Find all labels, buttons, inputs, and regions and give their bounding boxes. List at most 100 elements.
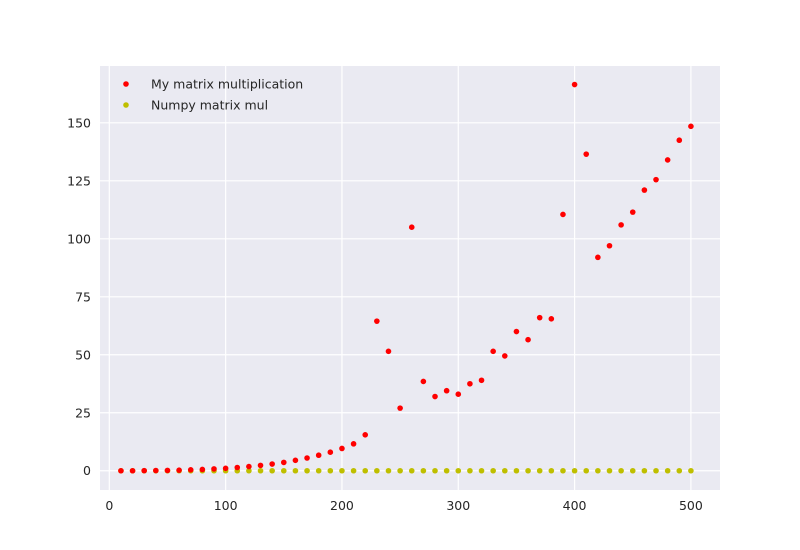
- x-tick-label: 200: [330, 498, 354, 513]
- data-point: [246, 467, 252, 474]
- data-point: [420, 467, 427, 474]
- data-point: [664, 157, 671, 163]
- data-point: [443, 387, 450, 394]
- data-point: [234, 464, 241, 471]
- y-tick-label: 0: [83, 463, 91, 478]
- data-point: [467, 467, 473, 474]
- x-tick-label: 300: [446, 498, 470, 513]
- data-point: [676, 467, 683, 474]
- legend-label: My matrix multiplication: [151, 77, 303, 92]
- data-point: [350, 467, 357, 474]
- data-point: [257, 467, 264, 474]
- data-point: [118, 467, 124, 474]
- data-point: [525, 467, 531, 474]
- data-point: [141, 467, 148, 474]
- legend-marker: [123, 81, 129, 87]
- legend-label: Numpy matrix mul: [151, 98, 268, 113]
- data-point: [187, 467, 194, 473]
- data-point: [606, 242, 613, 249]
- data-series: [118, 81, 694, 474]
- x-tick-label: 500: [679, 498, 703, 513]
- data-point: [385, 348, 392, 355]
- data-point: [490, 467, 496, 474]
- y-tick-label: 125: [67, 173, 91, 188]
- data-point: [397, 405, 403, 411]
- data-point: [688, 467, 694, 474]
- data-point: [676, 137, 683, 144]
- data-point: [653, 467, 659, 474]
- data-point: [502, 353, 508, 359]
- y-tick-label: 100: [67, 231, 91, 246]
- data-point: [595, 254, 601, 261]
- data-point: [269, 461, 275, 467]
- data-point: [397, 467, 403, 474]
- data-point: [246, 463, 252, 470]
- data-point: [653, 176, 659, 183]
- data-point: [374, 467, 380, 474]
- data-point: [280, 459, 287, 466]
- data-point: [478, 377, 485, 384]
- data-point: [595, 467, 601, 474]
- x-tick-label: 100: [214, 498, 238, 513]
- data-point: [548, 316, 555, 322]
- data-point: [153, 467, 159, 474]
- grid: [100, 66, 720, 490]
- data-point: [176, 467, 182, 473]
- y-tick-label: 150: [67, 115, 91, 130]
- data-point: [502, 467, 508, 474]
- y-tick-label: 25: [75, 405, 91, 420]
- data-point: [432, 393, 438, 400]
- data-point: [467, 380, 473, 387]
- data-point: [548, 467, 555, 474]
- data-point: [641, 187, 648, 193]
- data-point: [525, 336, 531, 343]
- data-point: [560, 467, 566, 474]
- data-point: [455, 391, 462, 398]
- data-point: [664, 467, 671, 474]
- data-point: [618, 222, 624, 228]
- data-point: [513, 467, 520, 474]
- data-point: [304, 455, 310, 461]
- data-point: [688, 123, 694, 130]
- data-point: [536, 467, 543, 474]
- data-point: [478, 467, 485, 474]
- data-point: [618, 467, 624, 474]
- data-point: [408, 224, 415, 231]
- data-point: [327, 467, 334, 474]
- data-point: [560, 211, 566, 218]
- data-point: [432, 467, 438, 474]
- data-point: [257, 462, 264, 469]
- data-point: [641, 467, 648, 474]
- series-0: [118, 81, 694, 474]
- data-point: [455, 467, 462, 474]
- data-point: [606, 467, 613, 474]
- data-point: [571, 81, 578, 88]
- data-point: [164, 467, 171, 474]
- data-point: [513, 328, 520, 335]
- data-point: [339, 445, 345, 452]
- data-point: [315, 467, 322, 474]
- data-point: [199, 466, 206, 473]
- data-point: [129, 467, 136, 474]
- data-point: [327, 449, 334, 455]
- data-point: [280, 467, 287, 474]
- data-point: [629, 467, 636, 474]
- data-point: [292, 467, 299, 474]
- data-point: [571, 467, 578, 474]
- x-tick-label: 400: [563, 498, 587, 513]
- data-point: [292, 457, 299, 464]
- legend-marker: [123, 102, 129, 108]
- data-point: [362, 467, 369, 474]
- tick-labels: 0 100 200 300 400 500 0 25 50 75 100 125 150: [67, 115, 703, 513]
- data-point: [269, 467, 275, 474]
- data-point: [629, 209, 636, 215]
- plot-area: [100, 66, 720, 490]
- legend: My matrix multiplication Numpy matrix mul: [123, 77, 303, 113]
- data-point: [443, 467, 450, 474]
- data-point: [211, 466, 217, 472]
- data-point: [490, 348, 496, 355]
- y-tick-label: 75: [75, 289, 91, 304]
- data-point: [583, 151, 590, 157]
- data-point: [583, 467, 590, 474]
